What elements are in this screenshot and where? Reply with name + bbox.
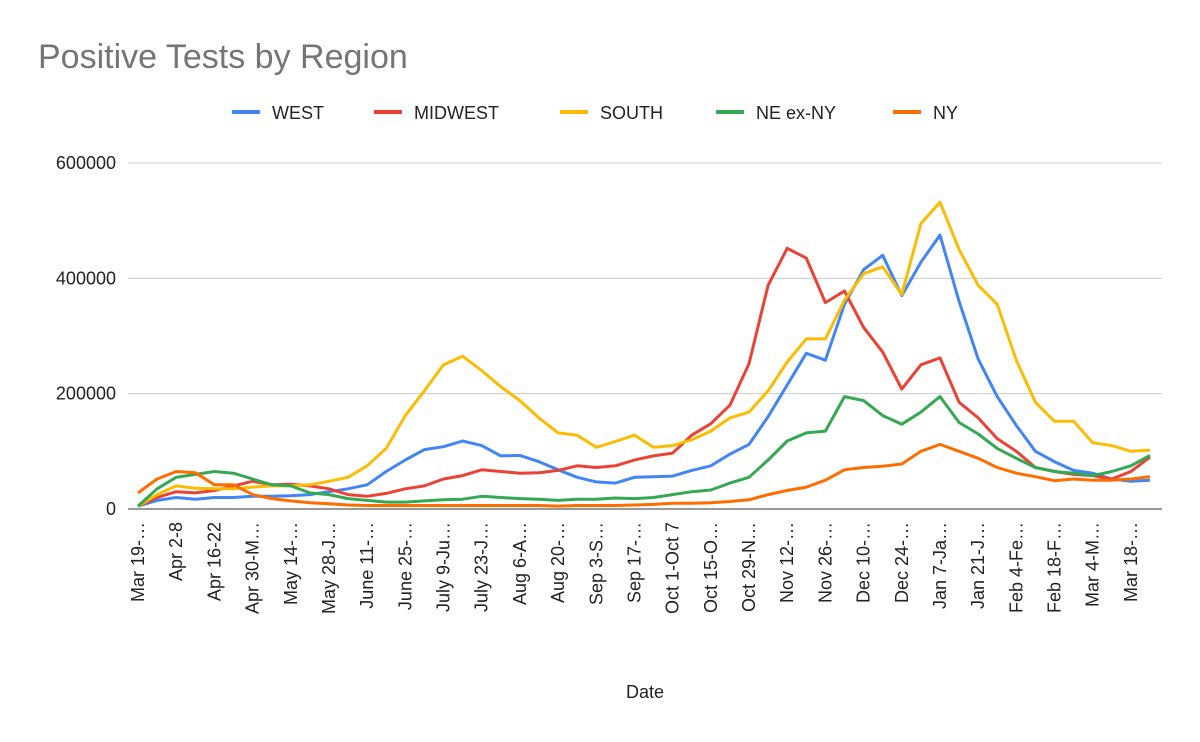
series-line xyxy=(137,200,1151,508)
x-tick-label: Sep 3-S… xyxy=(586,522,606,605)
x-tick-label: Jan 21-J… xyxy=(968,522,988,609)
x-tick-label: Dec 10-… xyxy=(854,522,874,603)
x-axis-label: Date xyxy=(626,682,664,702)
legend-label: MIDWEST xyxy=(414,103,499,123)
x-tick-label: Mar 19-… xyxy=(128,522,148,602)
x-tick-label: June 11-… xyxy=(357,522,377,609)
series-line xyxy=(136,395,1151,508)
legend-label: NY xyxy=(933,103,958,123)
x-tick-label: Mar 18-… xyxy=(1121,522,1141,602)
legend-label: WEST xyxy=(272,103,324,123)
x-tick-label: June 25-… xyxy=(395,522,415,610)
x-tick-label: Oct 1-Oct 7 xyxy=(663,522,683,614)
legend-label: SOUTH xyxy=(600,103,663,123)
x-tick-label: Apr 30-M… xyxy=(243,522,263,614)
x-tick-label: Nov 26-… xyxy=(815,522,835,603)
x-tick-label: Mar 4-M… xyxy=(1083,522,1103,607)
x-tick-label: July 23-J… xyxy=(472,522,492,612)
y-tick-label: 600000 xyxy=(56,153,116,173)
x-tick-label: May 14-… xyxy=(281,522,301,605)
x-tick-label: Sep 17-… xyxy=(624,522,644,603)
x-tick-label: Nov 12-… xyxy=(777,522,797,603)
legend-label: NE ex-NY xyxy=(756,103,836,123)
y-tick-label: 200000 xyxy=(56,384,116,404)
x-tick-label: Feb 4-Fe… xyxy=(1006,522,1026,613)
x-tick-label: Aug 6-A… xyxy=(510,522,530,605)
x-tick-label: Oct 29-N… xyxy=(739,522,759,612)
x-tick-label: May 28-J… xyxy=(319,522,339,614)
x-tick-label: Apr 16-22 xyxy=(204,522,224,601)
x-tick-label: July 9-Ju… xyxy=(434,522,454,612)
x-tick-label: Dec 24-… xyxy=(892,522,912,603)
y-tick-label: 400000 xyxy=(56,268,116,288)
x-tick-label: Oct 15-O… xyxy=(701,522,721,613)
chart-title: Positive Tests by Region xyxy=(38,38,408,76)
series-line xyxy=(137,233,1151,508)
x-tick-label: Apr 2-8 xyxy=(166,522,186,581)
x-tick-label: Aug 20-… xyxy=(548,522,568,603)
series-line xyxy=(137,442,1151,508)
x-tick-label: Feb 18-F… xyxy=(1045,522,1065,613)
x-tick-label: Jan 7-Ja… xyxy=(930,522,950,609)
y-tick-label: 0 xyxy=(106,499,116,519)
